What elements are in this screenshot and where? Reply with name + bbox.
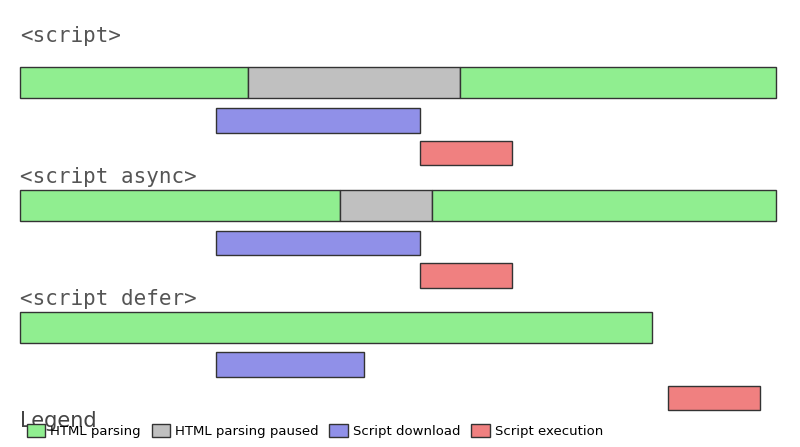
Text: <script defer>: <script defer>	[20, 290, 197, 309]
FancyBboxPatch shape	[340, 190, 432, 221]
FancyBboxPatch shape	[216, 352, 364, 376]
FancyBboxPatch shape	[216, 231, 420, 256]
FancyBboxPatch shape	[216, 108, 420, 133]
FancyBboxPatch shape	[20, 312, 652, 343]
Text: Legend: Legend	[20, 411, 97, 431]
FancyBboxPatch shape	[420, 140, 512, 165]
FancyBboxPatch shape	[20, 67, 248, 98]
FancyBboxPatch shape	[432, 190, 776, 221]
Text: <script async>: <script async>	[20, 167, 197, 186]
FancyBboxPatch shape	[668, 385, 760, 410]
FancyBboxPatch shape	[420, 263, 512, 288]
FancyBboxPatch shape	[20, 190, 340, 221]
Legend: HTML parsing, HTML parsing paused, Script download, Script execution: HTML parsing, HTML parsing paused, Scrip…	[26, 424, 603, 438]
FancyBboxPatch shape	[248, 67, 460, 98]
Text: <script>: <script>	[20, 26, 121, 46]
FancyBboxPatch shape	[460, 67, 776, 98]
